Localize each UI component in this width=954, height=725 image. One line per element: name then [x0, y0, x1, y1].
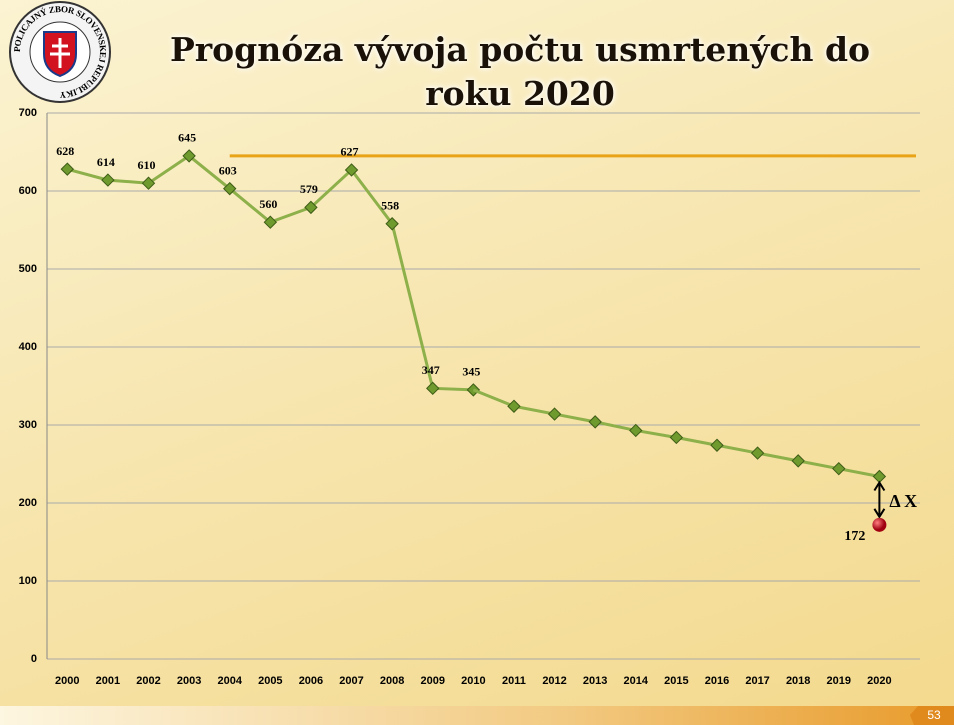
y-tick-label: 400	[19, 341, 37, 353]
x-tick-label: 2015	[664, 675, 688, 687]
x-tick-label: 2018	[786, 675, 810, 687]
x-tick-label: 2004	[217, 675, 242, 687]
point	[833, 463, 845, 475]
y-tick-label: 100	[19, 575, 37, 587]
data-label: 610	[138, 158, 156, 172]
data-label: 560	[259, 197, 277, 211]
point	[589, 416, 601, 428]
point	[752, 447, 764, 459]
x-tick-label: 2012	[542, 675, 566, 687]
y-tick-label: 500	[19, 263, 37, 275]
series-connector	[473, 390, 514, 406]
data-label: 345	[462, 365, 480, 379]
data-label: 558	[381, 199, 399, 213]
y-tick-label: 600	[19, 185, 37, 197]
y-tick-label: 700	[19, 107, 37, 119]
x-tick-label: 2010	[461, 675, 485, 687]
target-point	[872, 518, 886, 532]
data-label: 579	[300, 182, 318, 196]
point	[102, 174, 114, 186]
data-label: 614	[97, 155, 115, 169]
x-tick-label: 2017	[745, 675, 769, 687]
target-label: 172	[844, 529, 865, 544]
x-tick-label: 2019	[827, 675, 851, 687]
data-label: 627	[341, 145, 359, 159]
x-tick-label: 2000	[55, 675, 79, 687]
point	[792, 455, 804, 467]
x-tick-label: 2014	[624, 675, 649, 687]
data-label: 628	[56, 144, 74, 158]
x-tick-label: 2003	[177, 675, 201, 687]
x-tick-label: 2008	[380, 675, 404, 687]
x-tick-label: 2016	[705, 675, 729, 687]
y-tick-label: 300	[19, 419, 37, 431]
y-tick-label: 200	[19, 497, 37, 509]
title: Prognóza vývoja počtu usmrtených do roku…	[130, 28, 910, 116]
logo: POLICAJNÝ ZBOR SLOVENSKEJ REPUBLIKY	[10, 2, 110, 102]
x-tick-label: 2001	[96, 675, 120, 687]
point	[630, 424, 642, 436]
footer-bar	[0, 706, 954, 725]
x-tick-label: 2007	[339, 675, 363, 687]
point	[427, 382, 439, 394]
x-tick-label: 2009	[421, 675, 445, 687]
point	[549, 408, 561, 420]
point	[711, 439, 723, 451]
data-label: 645	[178, 131, 196, 145]
x-tick-label: 2011	[502, 675, 526, 687]
x-tick-label: 2006	[299, 675, 323, 687]
x-tick-label: 2013	[583, 675, 607, 687]
data-label: 347	[422, 363, 440, 377]
point	[61, 163, 73, 175]
x-tick-label: 2020	[867, 675, 891, 687]
line	[514, 406, 879, 476]
y-tick-label: 0	[31, 653, 37, 665]
slide: 53 POLICAJNÝ ZBOR SLOVENSKEJ REPUBLIKY 0…	[0, 0, 954, 725]
x-tick-label: 2005	[258, 675, 282, 687]
page-number: 53	[927, 708, 941, 722]
delta-annotation: Δ X	[889, 491, 917, 511]
point	[670, 431, 682, 443]
data-label: 603	[219, 163, 237, 177]
point	[508, 400, 520, 412]
x-tick-label: 2002	[136, 675, 160, 687]
